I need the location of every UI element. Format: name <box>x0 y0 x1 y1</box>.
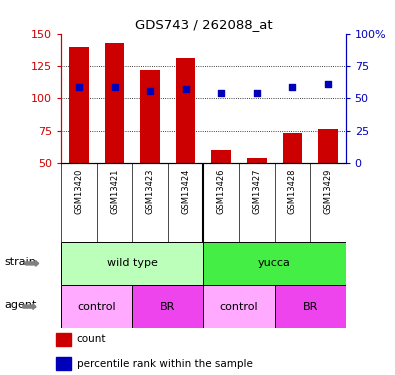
Point <box>218 90 224 96</box>
Bar <box>318 129 338 163</box>
Bar <box>61 285 132 328</box>
Text: GSM13427: GSM13427 <box>252 169 261 214</box>
Point <box>147 88 153 94</box>
Bar <box>282 134 302 163</box>
Bar <box>140 70 160 163</box>
Bar <box>132 285 203 328</box>
Point <box>254 90 260 96</box>
Point <box>111 84 118 90</box>
Bar <box>176 58 196 163</box>
Text: GSM13420: GSM13420 <box>75 169 83 214</box>
Text: BR: BR <box>303 302 318 312</box>
Point <box>325 81 331 87</box>
Bar <box>56 333 71 346</box>
Bar <box>105 43 124 163</box>
Bar <box>56 357 71 370</box>
Point <box>76 84 82 90</box>
Text: GSM13429: GSM13429 <box>324 169 332 214</box>
Text: GSM13421: GSM13421 <box>110 169 119 214</box>
Bar <box>69 47 89 163</box>
Text: count: count <box>77 334 106 344</box>
Text: GSM13424: GSM13424 <box>181 169 190 214</box>
Text: GSM13428: GSM13428 <box>288 169 297 214</box>
Bar <box>275 285 346 328</box>
Bar <box>61 242 203 285</box>
Text: GSM13423: GSM13423 <box>146 169 154 214</box>
Text: GSM13426: GSM13426 <box>217 169 226 214</box>
Text: wild type: wild type <box>107 258 158 268</box>
Text: strain: strain <box>4 256 36 267</box>
Text: agent: agent <box>4 300 36 310</box>
Bar <box>203 285 275 328</box>
Bar <box>211 150 231 163</box>
Text: BR: BR <box>160 302 175 312</box>
Title: GDS743 / 262088_at: GDS743 / 262088_at <box>135 18 272 31</box>
Bar <box>247 158 267 163</box>
Bar <box>203 242 346 285</box>
Text: yucca: yucca <box>258 258 291 268</box>
Point <box>289 84 295 90</box>
Text: control: control <box>77 302 116 312</box>
Point <box>182 86 189 92</box>
Text: control: control <box>220 302 258 312</box>
Text: percentile rank within the sample: percentile rank within the sample <box>77 359 252 369</box>
